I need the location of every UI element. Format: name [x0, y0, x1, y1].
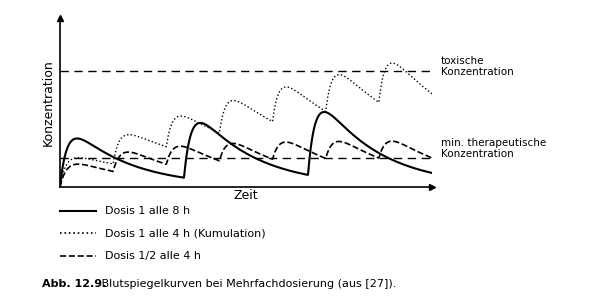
Text: toxische
Konzentration: toxische Konzentration: [441, 56, 514, 77]
Y-axis label: Konzentration: Konzentration: [41, 59, 55, 146]
Text: Abb. 12.9.: Abb. 12.9.: [42, 279, 106, 289]
Text: Dosis 1 alle 8 h: Dosis 1 alle 8 h: [105, 206, 190, 216]
Text: Dosis 1 alle 4 h (Kumulation): Dosis 1 alle 4 h (Kumulation): [105, 228, 266, 238]
Text: Blutspiegelkurven bei Mehrfachdosierung (aus [27]).: Blutspiegelkurven bei Mehrfachdosierung …: [98, 279, 396, 289]
Text: min. therapeutische
Konzentration: min. therapeutische Konzentration: [441, 138, 546, 160]
X-axis label: Zeit: Zeit: [233, 189, 259, 202]
Text: Dosis 1/2 alle 4 h: Dosis 1/2 alle 4 h: [105, 251, 201, 261]
